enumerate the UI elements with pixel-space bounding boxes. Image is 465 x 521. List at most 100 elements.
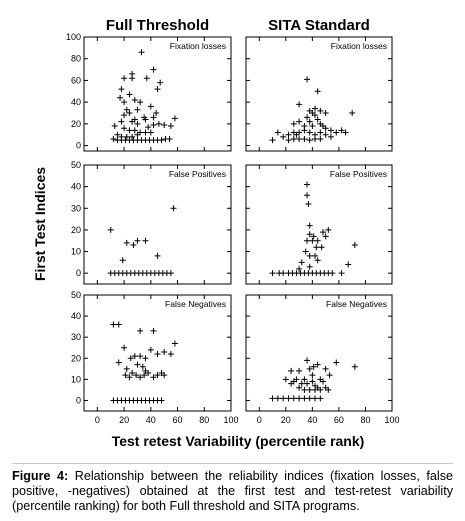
data-point bbox=[351, 242, 358, 249]
data-point bbox=[170, 205, 177, 212]
data-point bbox=[130, 242, 137, 249]
data-point bbox=[301, 386, 308, 393]
data-point bbox=[290, 120, 297, 127]
data-point bbox=[296, 367, 303, 374]
data-point bbox=[301, 395, 308, 402]
x-tick-label: 20 bbox=[119, 415, 129, 425]
data-point bbox=[157, 79, 164, 86]
data-point bbox=[309, 372, 316, 379]
data-point bbox=[147, 129, 154, 136]
data-point bbox=[322, 365, 329, 372]
data-point bbox=[338, 127, 345, 134]
y-tick-label: 10 bbox=[71, 374, 81, 384]
data-point bbox=[167, 351, 174, 358]
data-point bbox=[137, 99, 144, 106]
data-point bbox=[274, 395, 281, 402]
data-point bbox=[153, 110, 160, 116]
x-tick-label: 0 bbox=[95, 415, 100, 425]
y-tick-label: 0 bbox=[76, 395, 81, 405]
data-point bbox=[269, 270, 276, 277]
data-point bbox=[137, 353, 144, 360]
y-tick-label: 30 bbox=[71, 332, 81, 342]
data-point bbox=[161, 121, 168, 128]
data-point bbox=[296, 265, 303, 272]
data-point bbox=[329, 270, 336, 277]
data-point bbox=[110, 136, 117, 143]
data-point bbox=[154, 351, 161, 358]
data-point bbox=[111, 123, 118, 130]
data-point bbox=[305, 200, 312, 207]
data-point bbox=[121, 75, 128, 82]
data-point bbox=[310, 363, 317, 370]
data-point bbox=[325, 386, 332, 393]
data-point bbox=[142, 129, 149, 136]
panel-frame bbox=[83, 36, 232, 152]
panel-label: Fixation losses bbox=[331, 41, 387, 51]
data-point bbox=[129, 118, 136, 125]
panel-label: False Negatives bbox=[165, 299, 226, 309]
data-point bbox=[114, 131, 121, 138]
data-point bbox=[147, 103, 154, 110]
y-tick-label: 30 bbox=[71, 203, 81, 213]
data-point bbox=[285, 137, 292, 144]
panel-full-threshold-false-negatives: 0 10 20 30 40 50 0 20 40 60 80 100 False Negatives bbox=[71, 290, 239, 425]
data-point bbox=[304, 192, 311, 199]
data-point bbox=[280, 395, 287, 402]
data-point bbox=[150, 114, 157, 121]
data-point bbox=[313, 244, 320, 251]
y-tick-label: 40 bbox=[71, 311, 81, 321]
data-point bbox=[147, 346, 154, 353]
data-point bbox=[134, 106, 141, 113]
column-title: Full Threshold bbox=[106, 17, 209, 34]
data-point bbox=[318, 244, 325, 251]
data-point bbox=[131, 96, 138, 103]
y-tick-label: 40 bbox=[71, 97, 81, 107]
x-tick-label: 20 bbox=[281, 415, 291, 425]
data-point bbox=[123, 133, 130, 140]
data-point bbox=[121, 125, 128, 132]
data-point bbox=[301, 127, 308, 134]
data-point bbox=[306, 263, 313, 270]
data-point bbox=[121, 112, 128, 119]
data-point bbox=[115, 321, 122, 328]
data-point bbox=[306, 231, 313, 238]
data-point bbox=[269, 137, 276, 144]
data-point bbox=[126, 91, 133, 98]
data-point bbox=[117, 94, 124, 101]
data-point bbox=[306, 118, 313, 125]
data-point bbox=[309, 123, 316, 130]
panel-full-threshold-fixation-losses: 0 20 40 60 80 100 Fixation losses bbox=[66, 32, 232, 152]
data-point bbox=[145, 124, 152, 131]
data-point bbox=[121, 344, 128, 351]
data-point bbox=[285, 131, 292, 138]
data-point bbox=[118, 86, 125, 93]
data-point bbox=[150, 327, 157, 334]
x-tick-label: 60 bbox=[173, 415, 183, 425]
data-point bbox=[312, 386, 319, 393]
data-point bbox=[142, 237, 149, 244]
data-point bbox=[304, 357, 311, 364]
caption-text: Relationship between the reliability ind… bbox=[12, 469, 453, 513]
data-point bbox=[304, 380, 311, 387]
y-tick-label: 80 bbox=[71, 54, 81, 64]
data-point bbox=[338, 270, 345, 277]
data-point bbox=[122, 372, 129, 379]
data-point bbox=[107, 226, 114, 233]
data-point bbox=[158, 137, 165, 144]
data-point bbox=[312, 105, 319, 112]
data-point bbox=[314, 88, 321, 95]
data-point bbox=[296, 136, 303, 143]
data-point bbox=[327, 133, 334, 140]
y-tick-label: 20 bbox=[71, 225, 81, 235]
data-point bbox=[131, 353, 138, 360]
data-point bbox=[306, 137, 313, 144]
data-point bbox=[133, 372, 140, 379]
data-point bbox=[322, 233, 329, 240]
data-point bbox=[309, 378, 316, 385]
data-point bbox=[142, 367, 149, 374]
x-tick-label: 60 bbox=[334, 415, 344, 425]
data-point bbox=[312, 395, 319, 402]
y-tick-label: 10 bbox=[71, 247, 81, 257]
data-point bbox=[302, 248, 309, 255]
data-point bbox=[166, 136, 173, 143]
